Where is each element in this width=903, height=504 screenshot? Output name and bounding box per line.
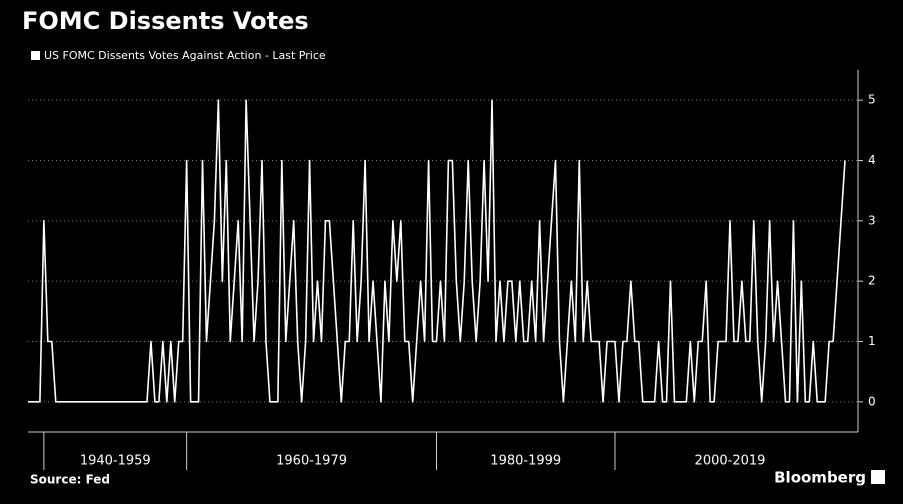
- x-period-label: 1980-1999: [490, 454, 561, 469]
- data-line: [28, 99, 846, 403]
- brand-icon: [871, 470, 885, 484]
- x-period-label: 1940-1959: [80, 454, 151, 469]
- legend-label: US FOMC Dissents Votes Against Action - …: [44, 49, 326, 62]
- y-tick-label: 4: [868, 153, 876, 167]
- legend-swatch: [31, 51, 40, 60]
- y-tick-label: 0: [868, 394, 876, 408]
- x-period-label: 1960-1979: [276, 454, 347, 469]
- y-tick-label: 5: [868, 93, 876, 107]
- y-tick-label: 3: [868, 213, 876, 227]
- x-period-label: 2000-2019: [695, 454, 766, 469]
- chart-title: FOMC Dissents Votes: [22, 7, 309, 35]
- y-tick-label: 2: [868, 274, 876, 288]
- brand: Bloomberg: [774, 469, 866, 487]
- y-tick-label: 1: [868, 334, 876, 348]
- source: Source: Fed: [30, 473, 110, 487]
